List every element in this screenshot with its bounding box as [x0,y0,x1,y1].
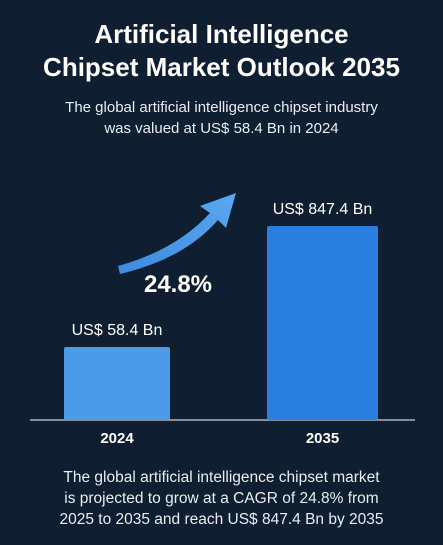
x-tick-label-2035: 2035 [306,430,339,447]
data-label-2024: US$ 58.4 Bn [72,322,163,339]
footer-line-2: is projected to grow at a CAGR of 24.8% … [64,490,379,507]
footer-line-3: 2025 to 2035 and reach US$ 847.4 Bn by 2… [59,511,384,528]
page-title: Artificial Intelligence Chipset Market O… [0,18,443,84]
x-tick-label-2024: 2024 [100,430,134,447]
growth-arrow-icon [118,193,236,274]
bar-2024 [64,347,170,420]
data-label-2035: US$ 847.4 Bn [273,201,373,218]
title-line-2: Chipset Market Outlook 2035 [43,52,400,82]
title-line-1: Artificial Intelligence [94,19,349,49]
subtitle: The global artificial intelligence chips… [0,97,443,139]
footer-description: The global artificial intelligence chips… [0,467,443,530]
cagr-annotation: 24.8% [144,271,212,298]
subtitle-line-1: The global artificial intelligence chips… [65,99,378,116]
footer-line-1: The global artificial intelligence chips… [63,469,380,486]
bar-2035 [267,226,378,420]
subtitle-line-2: was valued at US$ 58.4 Bn in 2024 [104,120,339,137]
